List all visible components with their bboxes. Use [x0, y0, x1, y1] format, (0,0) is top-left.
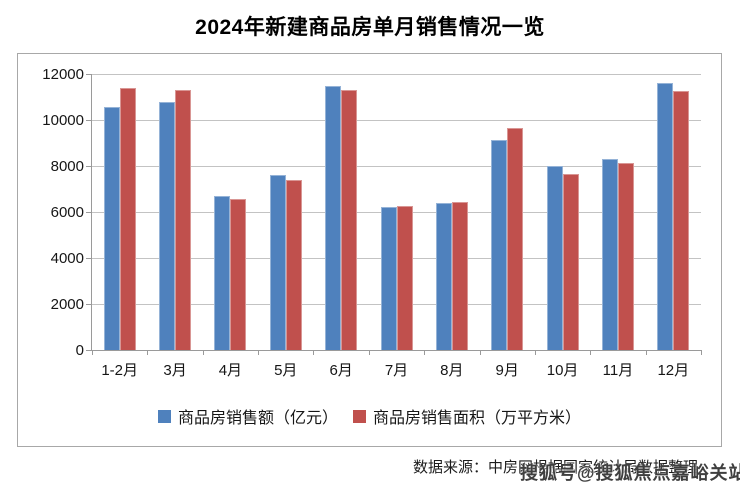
- bar: [435, 202, 452, 350]
- x-axis-label: 8月: [440, 362, 464, 379]
- gridline: [92, 73, 701, 75]
- bar: [175, 90, 192, 350]
- bar: [617, 162, 634, 350]
- bar: [673, 91, 690, 350]
- source-text: 数据来源：中房网根据国家统计局数据整理: [413, 459, 699, 476]
- x-axis-tick: [479, 351, 481, 355]
- legend: 商品房销售额（亿元） 商品房销售面积（万平方米）: [18, 404, 721, 428]
- y-axis-tick: [86, 350, 92, 351]
- bar: [657, 83, 674, 350]
- bar: [325, 85, 342, 350]
- y-axis-tick: [86, 166, 92, 167]
- legend-swatch-icon: [157, 409, 171, 423]
- legend-item: 商品房销售额（亿元）: [157, 404, 338, 428]
- y-axis-tick: [86, 212, 92, 213]
- x-axis-line: [91, 350, 702, 351]
- x-axis-label: 5月: [274, 362, 298, 379]
- x-axis-tick: [147, 351, 149, 355]
- x-axis-label: 1-2月: [101, 362, 139, 379]
- bar: [380, 207, 397, 350]
- x-axis-tick: [701, 351, 702, 355]
- x-axis-tick: [202, 351, 204, 355]
- y-axis-label: 6000: [50, 204, 84, 221]
- bar: [491, 139, 508, 350]
- x-axis-label: 6月: [329, 362, 353, 379]
- bar: [546, 166, 563, 350]
- y-axis-label: 12000: [42, 66, 84, 83]
- x-axis-tick: [258, 351, 260, 355]
- legend-label: 商品房销售额（亿元）: [177, 410, 338, 427]
- x-axis-label: 9月: [495, 362, 519, 379]
- x-axis-label: 3月: [163, 362, 187, 379]
- bar: [562, 174, 579, 350]
- legend-item: 商品房销售面积（万平方米）: [353, 404, 581, 428]
- x-axis-tick: [313, 351, 315, 355]
- bar: [507, 128, 524, 350]
- x-axis-label: 4月: [218, 362, 243, 379]
- chart-title: 2024年新建商品房单月销售情况一览: [195, 16, 545, 39]
- y-axis-label: 0: [75, 342, 84, 359]
- plot-area: [92, 73, 701, 350]
- bar: [285, 179, 302, 350]
- x-axis-tick: [534, 351, 536, 355]
- bar: [119, 87, 136, 350]
- x-axis-label: 12月: [657, 362, 690, 379]
- bar: [214, 195, 231, 350]
- bar: [451, 201, 468, 350]
- y-axis-label: 10000: [42, 112, 84, 129]
- bar: [103, 107, 120, 350]
- y-axis-label: 2000: [50, 296, 84, 313]
- gridline: [92, 119, 701, 121]
- chart-frame: 商品房销售额（亿元） 商品房销售面积（万平方米） 0 2000 4000 6000 800…: [17, 53, 722, 447]
- watermark-text: 搜狐号@搜狐焦点嘉峪关站: [520, 463, 740, 483]
- y-axis-tick: [86, 258, 92, 259]
- y-axis-tick: [86, 74, 92, 75]
- bar: [230, 198, 247, 350]
- y-axis-label: 4000: [50, 250, 84, 267]
- x-axis-tick: [590, 351, 592, 355]
- x-axis-tick: [645, 351, 647, 355]
- legend-label: 商品房销售面积（万平方米）: [373, 410, 582, 427]
- bar: [269, 175, 286, 350]
- legend-swatch-icon: [353, 409, 366, 423]
- bar: [396, 206, 413, 350]
- y-axis-tick: [86, 120, 92, 121]
- x-axis-label: 10月: [546, 362, 579, 379]
- bar: [601, 159, 618, 350]
- x-axis-tick: [424, 351, 426, 355]
- y-axis-tick: [86, 304, 92, 305]
- x-axis-label: 11月: [602, 362, 634, 379]
- gridline: [92, 165, 701, 167]
- bar: [159, 101, 176, 350]
- x-axis-tick: [368, 351, 370, 355]
- y-axis-label: 8000: [50, 158, 84, 175]
- x-axis-tick: [92, 351, 93, 355]
- x-axis-label: 7月: [384, 362, 409, 379]
- bar: [341, 90, 358, 350]
